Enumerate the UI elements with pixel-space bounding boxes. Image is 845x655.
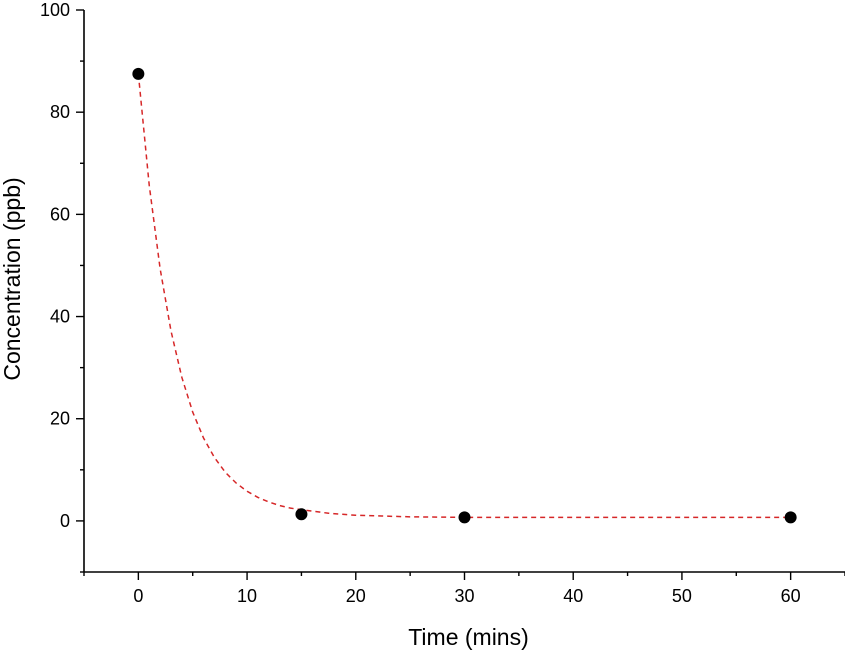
ticks: 0 10 20 30 40 50 60 0 20 40 60 80 100 [40,0,845,606]
x-tick-label: 40 [563,586,583,606]
y-tick-label: 100 [40,0,70,20]
x-tick-label: 0 [133,586,143,606]
y-tick-label: 0 [60,511,70,531]
data-point [784,511,797,524]
x-tick-label: 10 [237,586,257,606]
y-tick-label: 20 [50,409,70,429]
x-tick-label: 20 [346,586,366,606]
y-tick-label: 40 [50,307,70,327]
x-axis-title: Time (mins) [408,624,529,650]
y-tick-label: 60 [50,204,70,224]
x-tick-label: 60 [781,586,801,606]
x-tick-label: 30 [454,586,474,606]
fit-curve-line [137,73,791,519]
data-point [295,508,308,521]
x-tick-label: 50 [672,586,692,606]
y-tick-label: 80 [50,102,70,122]
data-point [132,67,145,80]
y-axis-title: Concentration (ppb) [0,177,25,380]
data-marks [132,67,797,524]
axes [83,10,845,573]
data-point [458,511,471,524]
